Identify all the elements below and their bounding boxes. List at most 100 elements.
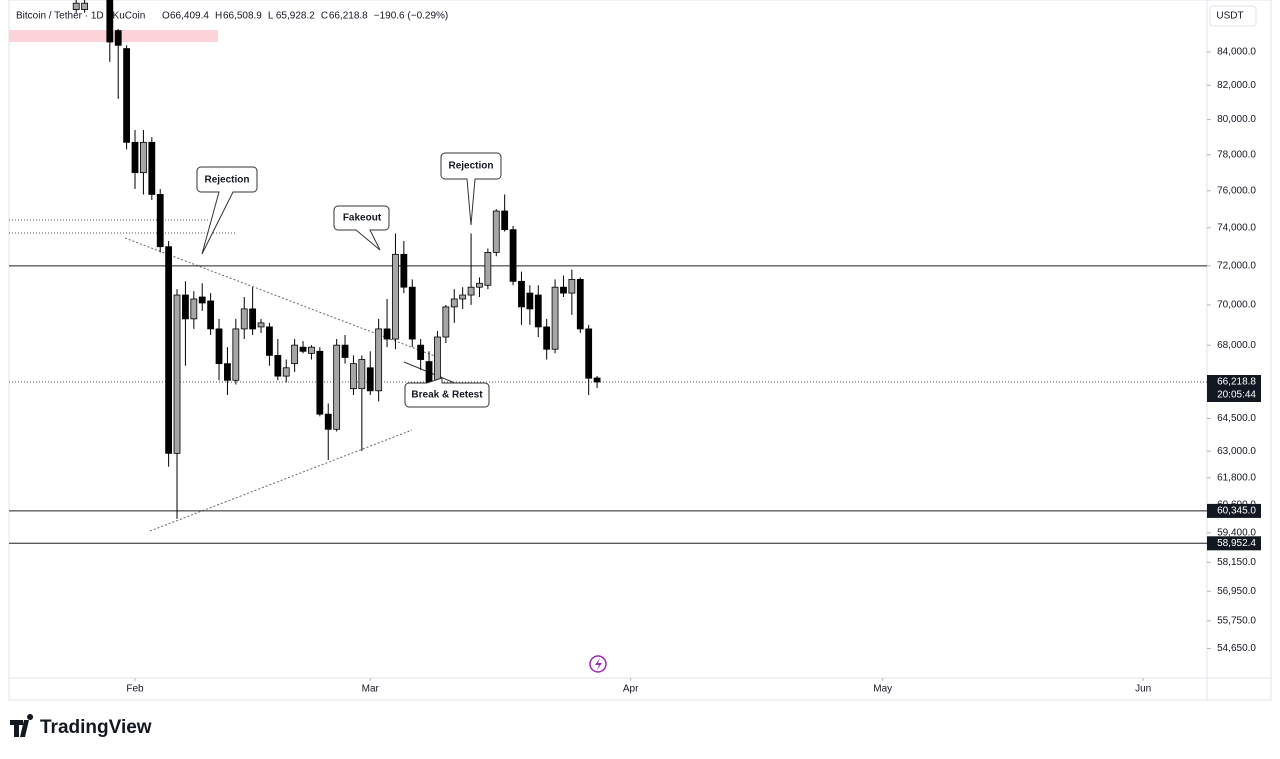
candle-body: [593, 377, 601, 383]
candle-body: [81, 2, 89, 10]
candle-body: [576, 278, 584, 330]
candle-body: [240, 308, 248, 330]
brand-name: TradingView: [40, 717, 152, 738]
candle-body: [291, 344, 299, 365]
candle-body: [484, 251, 492, 286]
annotations: Rejection Fakeout Rejection Break & Rete…: [196, 152, 502, 408]
countdown: 20:05:44: [1217, 390, 1256, 401]
candle-body: [123, 48, 131, 143]
callout: [196, 166, 258, 255]
y-tick-label: 78,000.0: [1217, 149, 1256, 160]
candle-body: [156, 194, 164, 248]
x-tick-label: Apr: [623, 684, 639, 695]
y-tick-label: 74,000.0: [1217, 222, 1256, 233]
candle-body: [417, 344, 425, 360]
candle-body: [534, 294, 542, 328]
candle-body: [114, 30, 122, 46]
candle-body: [366, 367, 374, 392]
candle-body: [551, 286, 559, 350]
y-tick-label: 80,000.0: [1217, 114, 1256, 125]
candle-body: [299, 346, 307, 352]
candle-body: [400, 253, 408, 288]
candle-body: [375, 328, 383, 392]
bolt-icon[interactable]: [589, 655, 607, 673]
candle-body: [148, 141, 156, 195]
candle-body: [324, 413, 332, 430]
candle-body: [501, 210, 509, 231]
y-tick-label: 76,000.0: [1217, 185, 1256, 196]
annotation: Rejection: [448, 161, 493, 172]
ohlc-key: H: [215, 11, 222, 22]
candle-body: [560, 286, 567, 294]
candle-body: [140, 141, 147, 174]
annotation: Break & Retest: [411, 390, 483, 401]
callout: [333, 205, 390, 251]
ohlc-key: O: [162, 11, 170, 22]
x-tick-label: Feb: [126, 684, 144, 695]
candle-body: [341, 344, 349, 358]
annotation: Rejection: [204, 175, 249, 186]
x-tick-label: Jun: [1135, 684, 1151, 695]
candle-body: [282, 367, 290, 377]
candle-body: [492, 210, 500, 253]
candle-body: [383, 328, 391, 340]
candle-body: [568, 278, 576, 294]
candle-body: [526, 292, 534, 310]
ohlc-legend: O 66,409.4 H 66,508.9 L 65,928.2 C 66,218.8 −190…: [162, 11, 448, 22]
bolt-glyph: [595, 658, 602, 670]
candle-body: [224, 363, 231, 381]
candle-body: [408, 286, 416, 340]
brand: TradingView: [10, 714, 152, 738]
level-label-box: [1207, 536, 1261, 551]
y-tick-label: 82,000.0: [1217, 80, 1256, 91]
candle-body: [131, 141, 139, 174]
y-tick-label: 70,000.0: [1217, 300, 1256, 311]
ohlc-value: 66,409.4: [170, 11, 209, 22]
candle-body: [257, 322, 265, 328]
candle-body: [467, 286, 475, 296]
candle-body: [442, 306, 450, 338]
currency: USDT: [1216, 11, 1243, 22]
candle-body: [316, 350, 324, 415]
y-tick-label: 72,000.0: [1217, 260, 1256, 271]
candle-body: [182, 294, 189, 320]
candle-body: [249, 308, 257, 330]
candle-body: [358, 359, 366, 390]
level-label: 60,345.0: [1217, 506, 1256, 517]
candle-body: [450, 298, 458, 308]
candle-body: [207, 300, 215, 330]
callout: [404, 377, 490, 408]
y-tick-label: 59,400.0: [1217, 527, 1256, 538]
y-tick-label: 56,950.0: [1217, 586, 1256, 597]
last-price-label: 66,218.8: [1217, 377, 1256, 388]
candle-body: [333, 344, 341, 430]
candle-body: [308, 346, 315, 354]
y-tick-label: 68,000.0: [1217, 340, 1256, 351]
level-label: 58,952.4: [1217, 538, 1256, 549]
candle-body: [518, 280, 525, 308]
candle-body: [215, 328, 223, 365]
candle-body: [509, 229, 517, 282]
candle-body: [350, 363, 357, 390]
candle-body: [173, 294, 181, 454]
currency-box[interactable]: [1209, 5, 1257, 27]
candle-body: [106, 0, 114, 43]
candle-body: [232, 328, 240, 381]
candle-body: [585, 328, 593, 379]
x-tick-label: May: [873, 684, 892, 695]
candle-body: [274, 354, 282, 377]
ohlc-value: 66,218.8: [329, 11, 368, 22]
ohlc-value: 66,508.9: [223, 11, 262, 22]
y-tick-label: 58,150.0: [1217, 557, 1256, 568]
candle-body: [543, 326, 551, 350]
candle-body: [266, 326, 273, 356]
symbol: Bitcoin / Tether · 1D · KuCoin: [16, 11, 145, 22]
trend-line: [149, 429, 413, 532]
y-tick-label: 63,000.0: [1217, 446, 1256, 457]
candle-body: [72, 2, 80, 10]
ohlc-value: 65,928.2: [276, 11, 315, 22]
candle-body: [198, 296, 206, 304]
candle-body: [190, 298, 198, 320]
annotation: Fakeout: [343, 213, 382, 224]
